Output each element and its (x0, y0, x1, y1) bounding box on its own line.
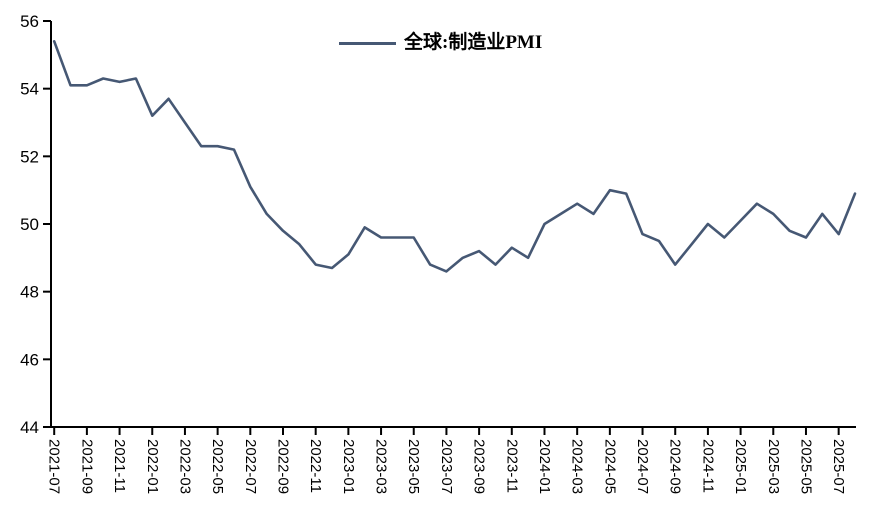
x-tick-label: 2023-09 (471, 439, 488, 494)
y-tick-label: 54 (20, 80, 39, 99)
x-tick-label: 2021-07 (46, 439, 63, 494)
x-tick-label: 2024-09 (667, 439, 684, 494)
x-tick-label: 2025-01 (732, 439, 749, 494)
x-tick-label: 2023-03 (373, 439, 390, 494)
y-tick-label: 48 (20, 283, 39, 302)
x-tick-label: 2024-05 (601, 439, 618, 494)
axes (50, 21, 856, 428)
x-tick-label: 2023-05 (405, 439, 422, 494)
pmi-line (52, 39, 857, 273)
x-tick-label: 2021-11 (111, 439, 128, 493)
legend-line-swatch (339, 41, 396, 45)
x-tick-label: 2025-07 (830, 439, 847, 494)
x-tick-label: 2023-07 (438, 439, 455, 494)
x-tick-label: 2024-01 (536, 439, 553, 494)
legend-label: 全球:制造业PMI (404, 32, 543, 53)
x-tick-label: 2023-01 (340, 439, 357, 494)
x-tick-label: 2024-07 (634, 439, 651, 494)
x-tick-label: 2023-11 (503, 439, 520, 493)
x-tick-label: 2025-05 (797, 439, 814, 494)
x-tick-label: 2022-03 (176, 439, 193, 494)
y-tick-label: 44 (20, 418, 39, 437)
x-tick-label: 2022-01 (144, 439, 161, 494)
x-tick-label: 2022-09 (275, 439, 292, 494)
y-tick-label: 52 (20, 147, 39, 166)
x-tick-label: 2024-11 (699, 439, 716, 493)
y-tick-label: 46 (20, 350, 39, 369)
x-tick-label: 2025-03 (765, 439, 782, 494)
x-tick-label: 2022-07 (242, 439, 259, 494)
legend: 全球:制造业PMI (339, 33, 542, 53)
y-tick-label: 50 (20, 215, 39, 234)
x-tick-label: 2024-03 (569, 439, 586, 494)
x-tick-label: 2022-11 (307, 439, 324, 493)
y-tick-label: 56 (20, 12, 39, 31)
x-tick-label: 2021-09 (78, 439, 95, 494)
x-tick-label: 2022-05 (209, 439, 226, 494)
